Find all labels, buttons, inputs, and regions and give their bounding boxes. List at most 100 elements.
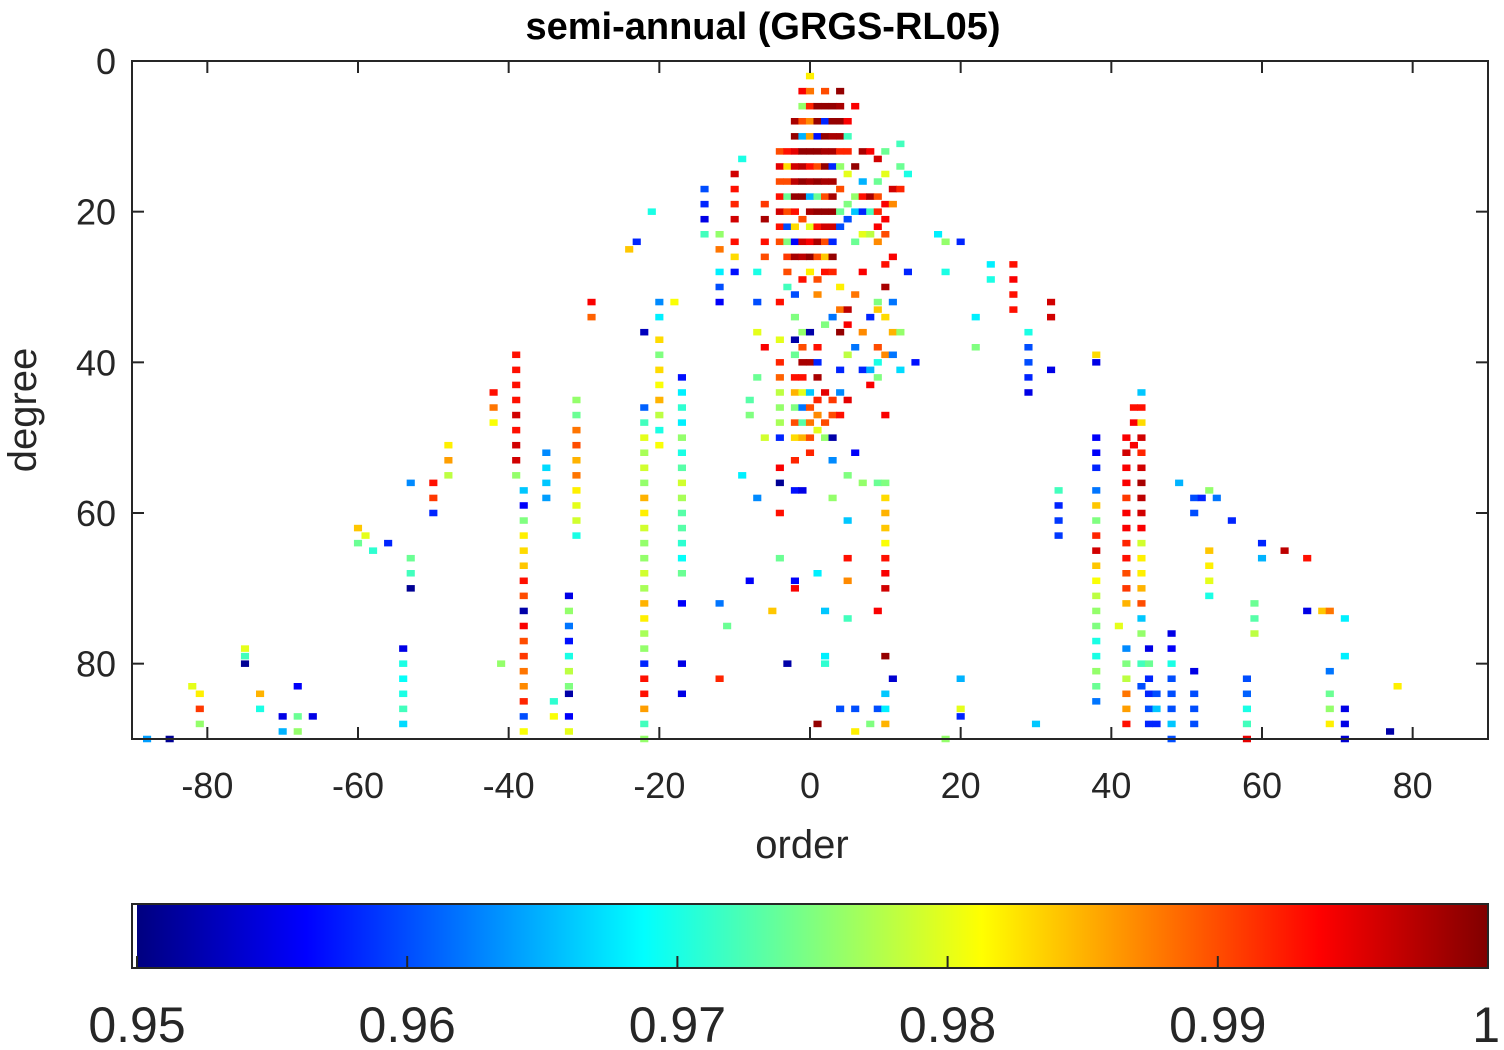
heatmap-cell <box>1092 652 1101 660</box>
heatmap-cell <box>836 705 845 713</box>
heatmap-cell <box>858 148 867 155</box>
heatmap-cell <box>813 133 822 140</box>
heatmap-cell <box>798 419 807 426</box>
heatmap-cell <box>406 479 415 487</box>
heatmap-cell <box>843 118 852 125</box>
heatmap-cell <box>873 374 882 381</box>
heatmap-cell <box>1024 328 1033 336</box>
heatmap-cell <box>1092 434 1101 441</box>
heatmap-cell <box>828 133 837 140</box>
heatmap-cell <box>760 238 769 246</box>
heatmap-cell <box>361 532 370 539</box>
heatmap-cell <box>429 494 438 502</box>
heatmap-cell <box>858 231 867 238</box>
chart-title: semi-annual (GRGS-RL05) <box>525 6 1000 48</box>
heatmap-cell <box>677 374 686 381</box>
heatmap-cell <box>549 698 558 705</box>
heatmap-cell <box>956 713 965 720</box>
heatmap-cell <box>881 411 890 419</box>
heatmap-cell <box>1024 344 1033 351</box>
heatmap-cell <box>655 426 664 434</box>
heatmap-cell <box>572 441 581 449</box>
heatmap-cell <box>775 509 784 517</box>
heatmap-cell <box>256 705 265 713</box>
heatmap-cell <box>903 268 912 276</box>
heatmap-cell <box>775 434 784 441</box>
heatmap-cell <box>783 283 792 291</box>
heatmap-cell <box>1190 494 1199 502</box>
heatmap-cell <box>798 238 807 246</box>
heatmap-cell <box>1205 547 1214 554</box>
heatmap-cell <box>519 517 528 524</box>
heatmap-cell <box>1197 494 1206 502</box>
heatmap-cell <box>1092 502 1101 509</box>
heatmap-cell <box>677 524 686 532</box>
heatmap-cell <box>1054 502 1063 509</box>
heatmap-cell <box>843 554 852 562</box>
colorbar-tick-label: 1 <box>1472 997 1500 1050</box>
heatmap-cell <box>1242 720 1251 728</box>
heatmap-cell <box>836 185 845 193</box>
heatmap-cell <box>1137 600 1146 607</box>
heatmap-cell <box>798 215 807 223</box>
heatmap-cell <box>783 163 792 170</box>
heatmap-cell <box>519 502 528 509</box>
heatmap-cell <box>888 675 897 682</box>
heatmap-cell <box>489 389 498 396</box>
heatmap-cell <box>572 517 581 524</box>
heatmap-cell <box>851 102 860 110</box>
heatmap-cell <box>700 200 709 208</box>
heatmap-cell <box>843 472 852 479</box>
heatmap-cell <box>851 163 860 170</box>
heatmap-cell <box>640 539 649 547</box>
heatmap-cell <box>1205 577 1214 585</box>
heatmap-cell <box>805 87 815 95</box>
heatmap-cell <box>1122 585 1131 592</box>
heatmap-cell <box>677 389 686 396</box>
heatmap-cell <box>866 231 875 238</box>
heatmap-cell <box>1242 705 1251 713</box>
heatmap-cell <box>783 253 792 261</box>
heatmap-cell <box>843 577 852 585</box>
heatmap-cell <box>1122 509 1131 517</box>
heatmap-cell <box>790 351 799 359</box>
heatmap-cell <box>813 118 822 125</box>
plot-area <box>132 61 1488 739</box>
heatmap-cell <box>542 479 551 487</box>
heatmap-cell <box>1167 660 1176 667</box>
heatmap-cell <box>866 381 875 389</box>
heatmap-cell <box>640 690 649 698</box>
heatmap-cell <box>1122 570 1131 577</box>
heatmap-cell <box>519 683 528 690</box>
heatmap-cell <box>775 208 784 215</box>
heatmap-cell <box>851 238 860 246</box>
heatmap-cell <box>836 118 845 125</box>
heatmap-cell <box>1167 675 1176 682</box>
heatmap-cell <box>1325 690 1334 698</box>
heatmap-cell <box>677 419 686 426</box>
heatmap-cell <box>790 118 799 125</box>
y-tick-label: 60 <box>76 493 116 534</box>
heatmap-cell <box>647 208 656 215</box>
heatmap-cell <box>813 148 822 155</box>
heatmap-cell <box>1257 554 1267 562</box>
heatmap-cell <box>775 464 784 472</box>
heatmap-cell <box>1137 683 1146 690</box>
heatmap-cell <box>1047 313 1056 321</box>
heatmap-cell <box>1325 607 1334 615</box>
heatmap-cell <box>1092 698 1101 705</box>
heatmap-cell <box>821 321 830 328</box>
heatmap-cell <box>821 268 830 276</box>
heatmap-cell <box>572 457 581 464</box>
heatmap-cell <box>873 178 882 185</box>
heatmap-cell <box>805 193 815 200</box>
heatmap-cell <box>798 276 807 283</box>
heatmap-cell <box>1144 720 1154 728</box>
heatmap-cell <box>783 223 792 230</box>
heatmap-cell <box>775 298 784 306</box>
heatmap-cell <box>1257 539 1267 547</box>
heatmap-cell <box>813 344 822 351</box>
heatmap-cell <box>813 291 822 298</box>
heatmap-cell <box>670 298 679 306</box>
heatmap-cell <box>873 607 882 615</box>
